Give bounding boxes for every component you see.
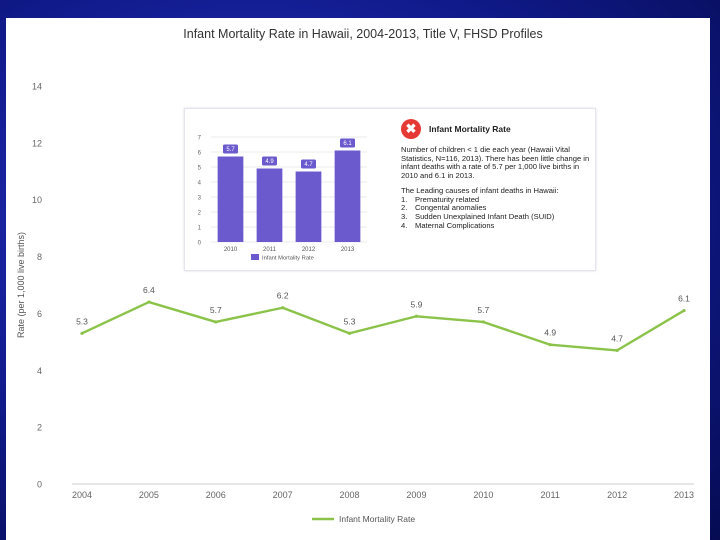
cause-item: 1. Prematurity related — [401, 194, 480, 204]
inset-bar — [256, 168, 283, 242]
x-tick-label: 2010 — [473, 490, 493, 500]
inset-bar-chart: 0 1 2 3 4 5 6 7 5.7 2010 4.9 2011 4.7 2012 6.1 2013 Infa… — [198, 136, 367, 262]
y-axis-title: Rate (per 1,000 live births) — [16, 232, 26, 338]
inset-data-label: 5.7 — [226, 147, 235, 153]
infant-mortality-line-chart: Infant Mortality Rate in Hawaii, 2004-20… — [16, 27, 694, 524]
y-tick-label: 14 — [32, 82, 42, 92]
inset-bar — [217, 156, 244, 242]
x-tick-label: 2006 — [206, 490, 226, 500]
x-tick-label: 2005 — [139, 490, 159, 500]
inset-data-label: 6.1 — [343, 141, 352, 147]
data-point — [615, 348, 619, 352]
inset-x-tick-label: 2012 — [302, 247, 316, 253]
data-label: 6.1 — [678, 294, 690, 304]
data-label: 6.4 — [143, 285, 155, 295]
inset-y-tick-label: 7 — [198, 136, 202, 142]
data-label: 4.7 — [611, 333, 623, 343]
x-tick-label: 2011 — [541, 490, 560, 500]
inset-info-paragraph: Number of children < 1 die each year (Ha… — [401, 145, 590, 181]
inset-legend-label: Infant Mortality Rate — [262, 256, 314, 262]
inset-x-tick-label: 2013 — [341, 247, 355, 253]
inset-bar — [295, 171, 322, 242]
data-point — [481, 320, 485, 324]
inset-causes-title: The Leading causes of infant deaths in H… — [401, 185, 559, 195]
y-tick-label: 6 — [37, 309, 42, 319]
inset-x-tick-label: 2010 — [224, 247, 238, 253]
legend-label: Infant Mortality Rate — [339, 514, 415, 524]
inset-info-panel: ✖ Infant Mortality Rate Number of childr… — [401, 119, 591, 230]
inset-bar-label-box — [223, 144, 238, 154]
data-label: 5.3 — [76, 316, 88, 326]
inset-bar — [334, 150, 361, 242]
y-tick-label: 2 — [37, 423, 42, 433]
cause-item: 2. Congental anomalies — [401, 203, 487, 213]
data-point — [347, 331, 352, 335]
x-tick-label: 2007 — [273, 490, 293, 500]
inset-y-tick-label: 2 — [198, 211, 202, 217]
y-tick-label: 12 — [32, 138, 42, 148]
data-point — [80, 331, 84, 335]
data-label: 6.2 — [277, 291, 289, 301]
inset-y-tick-label: 5 — [198, 166, 202, 172]
inset-info-title: Infant Mortality Rate — [429, 123, 511, 134]
inset-y-tick-label: 6 — [198, 151, 202, 157]
x-tick-label: 2008 — [340, 490, 360, 500]
inset-info-header: ✖ Infant Mortality Rate — [401, 119, 591, 139]
inset-bar-label-box — [340, 138, 355, 148]
series-line-infant-mortality — [81, 300, 685, 352]
y-tick-label: 0 — [37, 480, 42, 490]
inset-infographic: 0 1 2 3 4 5 6 7 5.7 2010 4.9 2011 4.7 2012 6.1 2013 Infa… — [184, 108, 596, 271]
data-label: 4.9 — [544, 328, 556, 338]
inset-bar-label-box — [262, 156, 277, 166]
inset-y-tick-label: 0 — [198, 241, 202, 247]
data-label: 5.7 — [210, 305, 222, 315]
data-label: 5.7 — [477, 305, 489, 315]
inset-x-tick-label: 2011 — [263, 247, 277, 253]
data-point — [214, 320, 218, 324]
inset-bar-label-box — [301, 159, 316, 169]
y-tick-label: 8 — [37, 252, 42, 262]
data-label: 5.9 — [411, 299, 423, 309]
y-tick-label: 4 — [37, 366, 42, 376]
x-tick-label: 2013 — [674, 490, 694, 500]
inset-data-label: 4.7 — [304, 162, 313, 168]
x-tick-label: 2004 — [72, 490, 92, 500]
x-tick-label: 2012 — [607, 490, 627, 500]
x-icon: ✖ — [401, 119, 421, 139]
data-point — [414, 314, 419, 318]
cause-item: 4. Maternal Complications — [401, 220, 495, 230]
data-point — [682, 308, 686, 313]
inset-data-label: 4.9 — [265, 159, 274, 165]
inset-y-tick-label: 1 — [198, 226, 202, 232]
inset-causes-list: 1. Prematurity related 2. Congental anomal… — [401, 194, 591, 231]
slide-panel: Infant Mortality Rate in Hawaii, 2004-20… — [6, 18, 710, 540]
data-point — [147, 300, 151, 304]
data-label: 5.3 — [344, 316, 356, 326]
inset-y-tick-label: 4 — [198, 181, 202, 187]
cause-item: 3. Sudden Unexplained Infant Death (SUID) — [401, 211, 555, 221]
data-point — [281, 306, 285, 310]
inset-legend-swatch — [251, 254, 259, 260]
x-tick-label: 2009 — [406, 490, 426, 500]
y-tick-label: 10 — [32, 195, 42, 205]
data-point — [548, 343, 552, 347]
chart-title: Infant Mortality Rate in Hawaii, 2004-20… — [183, 27, 542, 41]
inset-y-tick-label: 3 — [198, 196, 202, 202]
